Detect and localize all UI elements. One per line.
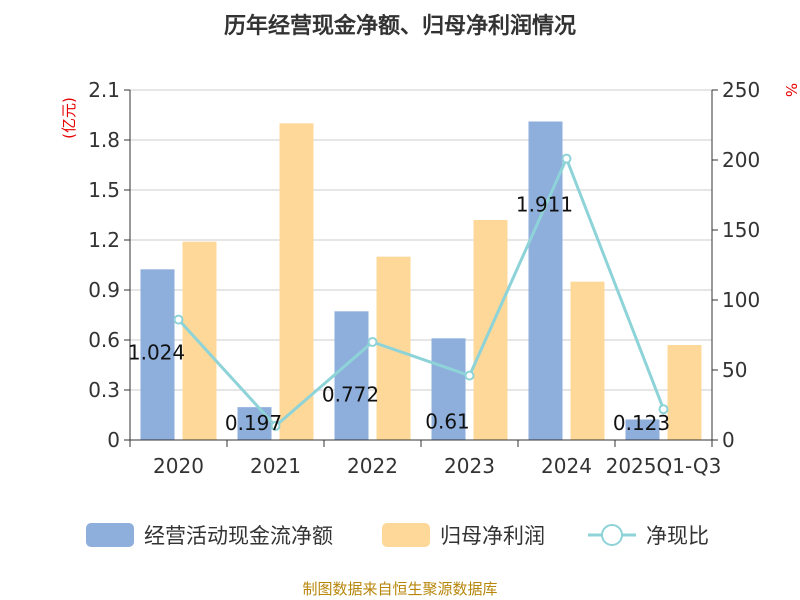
- x-tick-label: 2024: [541, 454, 592, 478]
- data-label: 1.911: [516, 193, 573, 217]
- y-right-tick-label: 0: [722, 428, 735, 452]
- y-left-unit: (亿元): [60, 97, 78, 139]
- y-left-tick-label: 0.3: [88, 378, 120, 402]
- data-label: 0.61: [425, 409, 470, 433]
- legend: 经营活动现金流净额 归母净利润 净现比: [86, 523, 709, 548]
- bar-cashflow: [528, 121, 563, 440]
- line-series: [173, 153, 669, 431]
- bar-cashflow: [625, 419, 660, 440]
- bar-cashflow: [431, 338, 466, 440]
- y-right-tick-label: 150: [722, 218, 760, 242]
- chart-title: 历年经营现金净额、归母净利润情况: [224, 13, 576, 39]
- legend-swatch: [382, 523, 430, 547]
- data-label: 0.772: [322, 382, 379, 406]
- legend-label: 净现比: [646, 524, 709, 548]
- y-left-tick-label: 2.1: [88, 78, 120, 102]
- bar-profit: [279, 123, 314, 440]
- ratio-point: [658, 404, 669, 415]
- y-left-tick-label: 1.8: [88, 128, 120, 152]
- data-label: 1.024: [128, 340, 185, 364]
- source-note: 制图数据来自恒生聚源数据库: [302, 580, 497, 598]
- legend-label: 归母净利润: [440, 524, 545, 548]
- y-left-tick-label: 0.6: [88, 328, 120, 352]
- x-tick-label: 2020: [153, 454, 204, 478]
- y-left-tick-label: 0: [107, 428, 120, 452]
- axes: 0 0.3 0.6 0.9 1.2 1.5 1.8 2.1 0 50 100 150 200 250 202…: [88, 78, 760, 478]
- y-left-tick-label: 1.2: [88, 228, 120, 252]
- bar-cashflow: [140, 269, 175, 440]
- data-label: 0.197: [225, 411, 282, 435]
- data-labels: 1.024 0.197 0.772 0.61 1.911 0.123: [128, 193, 670, 436]
- y-right-tick-label: 200: [722, 148, 760, 172]
- legend-label: 经营活动现金流净额: [144, 524, 333, 548]
- x-tick-label: 2021: [250, 454, 301, 478]
- x-tick-label: 2022: [347, 454, 398, 478]
- y-right-unit: %: [782, 83, 800, 97]
- ratio-line: [177, 154, 665, 429]
- y-right-tick-label: 250: [722, 78, 760, 102]
- y-right-tick-label: 100: [722, 288, 760, 312]
- grid-lines: [130, 89, 712, 441]
- y-right-tick-label: 50: [722, 358, 747, 382]
- bar-profit: [667, 345, 702, 440]
- ratio-point: [367, 337, 378, 347]
- ratio-point: [561, 153, 572, 164]
- bar-profit: [570, 281, 605, 440]
- ratio-point: [173, 314, 184, 325]
- bars: [140, 121, 702, 440]
- y-left-tick-label: 1.5: [88, 178, 120, 202]
- legend-swatch-marker: [601, 524, 623, 546]
- ratio-point: [270, 421, 281, 431]
- bar-cashflow: [334, 311, 369, 440]
- ratio-point: [464, 370, 475, 381]
- data-label: 0.123: [613, 411, 670, 435]
- x-tick-label: 2023: [444, 454, 495, 478]
- bar-cashflow: [237, 407, 272, 440]
- legend-swatch: [86, 523, 134, 547]
- x-tick-label: 2025Q1-Q3: [606, 454, 722, 478]
- y-left-tick-label: 0.9: [88, 278, 120, 302]
